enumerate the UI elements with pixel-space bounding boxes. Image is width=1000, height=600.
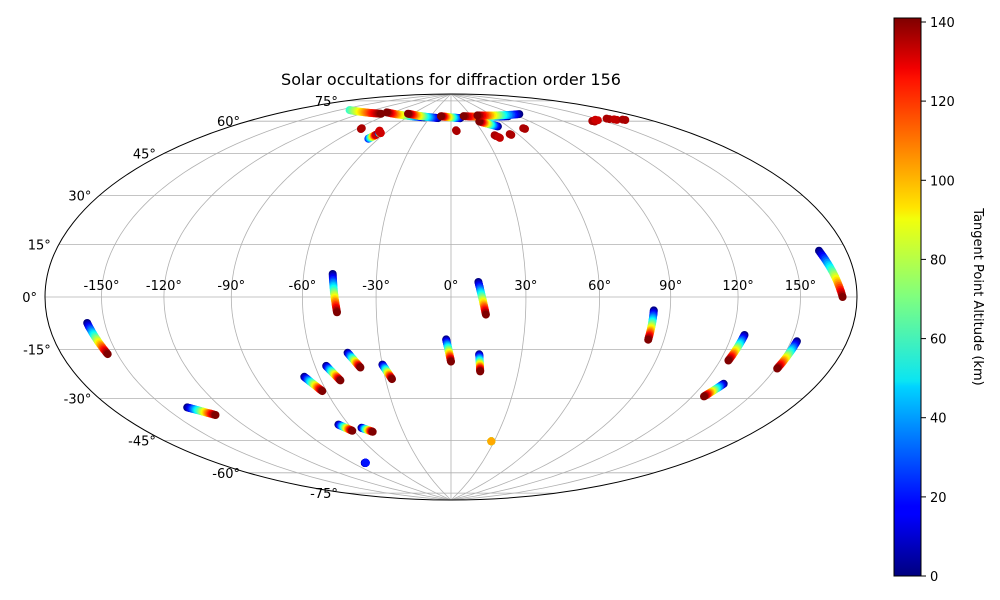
colorbar: 0 20 40 60 80 100 120 140 Tangent Point Altitud… <box>893 16 985 585</box>
colorbar-gradient <box>893 17 922 577</box>
graticule <box>45 93 857 501</box>
lon-tick-label: 60° <box>588 279 611 294</box>
chart-title: Solar occultations for diffraction order… <box>281 70 621 89</box>
occultation-point <box>356 125 365 133</box>
colorbar-tick-label: 140 <box>930 16 955 31</box>
lat-tick-label: 0° <box>22 291 37 306</box>
occultation-point <box>644 335 653 344</box>
lon-tick-label: 150° <box>785 279 816 294</box>
occultation-point <box>377 109 385 118</box>
colorbar-tick-label: 60 <box>930 333 947 348</box>
occultation-point <box>211 411 220 419</box>
lat-tick-label: -30° <box>64 393 92 408</box>
lon-tick-label: -120° <box>146 279 182 294</box>
lon-tick-label: 120° <box>722 279 753 294</box>
lat-tick-label: 45° <box>133 148 156 163</box>
occultation-point <box>612 115 621 124</box>
occultation-point <box>621 116 630 124</box>
lat-tick-label: 30° <box>68 190 91 205</box>
lat-tick-label: -75° <box>310 487 338 502</box>
colorbar-tick-label: 0 <box>930 570 938 585</box>
occultation-point <box>593 116 602 125</box>
map-boundary <box>44 93 858 501</box>
colorbar-tick-label: 40 <box>930 412 947 427</box>
colorbar-tick-label: 20 <box>930 491 947 506</box>
occultation-point <box>103 350 112 359</box>
occultation-point <box>404 109 412 118</box>
lon-tick-label: -60° <box>289 279 317 294</box>
lat-tick-label: -45° <box>128 435 156 450</box>
longitude-tick-labels: -150° -120° -90° -60° -30° 0° 30° 60° 90° 120° 150… <box>83 279 816 294</box>
occultation-point <box>361 458 370 467</box>
occultation-point <box>507 130 516 139</box>
lon-tick-label: 90° <box>659 279 682 294</box>
occultation-point <box>333 308 341 317</box>
occultation-point <box>476 367 485 376</box>
colorbar-ticks: 0 20 40 60 80 100 120 140 <box>921 16 955 585</box>
occultation-point <box>473 111 482 120</box>
occultation-point <box>521 124 529 133</box>
occultation-point <box>437 112 445 121</box>
latitude-tick-labels: -75° -60° -45° -30° -15° 0° 15° 30° 45° 60° 75° <box>22 95 338 502</box>
occultation-point <box>700 392 708 401</box>
lon-tick-label: -150° <box>83 279 119 294</box>
occultation-point <box>318 387 327 396</box>
occultation-point <box>452 127 461 136</box>
occultation-point <box>368 427 377 436</box>
occultation-point <box>487 437 496 446</box>
occultation-points <box>83 106 847 467</box>
lon-tick-label: 0° <box>444 279 459 294</box>
lon-tick-label: -30° <box>362 279 390 294</box>
lat-tick-label: 75° <box>315 95 338 110</box>
occultation-point <box>447 357 455 366</box>
occultation-point <box>388 375 396 384</box>
occultation-point <box>838 293 847 301</box>
lat-tick-label: 15° <box>28 239 51 254</box>
occultation-point <box>481 310 490 319</box>
lat-tick-label: -15° <box>23 344 51 359</box>
lon-tick-label: -90° <box>217 279 245 294</box>
lon-tick-label: 30° <box>514 279 537 294</box>
occultation-point <box>356 363 365 372</box>
occultation-point <box>724 356 733 365</box>
colorbar-tick-label: 120 <box>930 95 955 110</box>
occultation-point <box>773 364 782 373</box>
colorbar-tick-label: 80 <box>930 253 947 268</box>
occultation-point <box>459 112 468 121</box>
colorbar-tick-label: 100 <box>930 174 955 189</box>
lat-tick-label: -60° <box>212 467 240 482</box>
colorbar-label: Tangent Point Altitude (km) <box>970 207 985 385</box>
occultation-point <box>495 133 504 142</box>
occultation-point <box>336 376 345 385</box>
occultation-point <box>375 127 383 136</box>
occultation-point <box>348 426 357 435</box>
lat-tick-label: 60° <box>217 115 240 130</box>
